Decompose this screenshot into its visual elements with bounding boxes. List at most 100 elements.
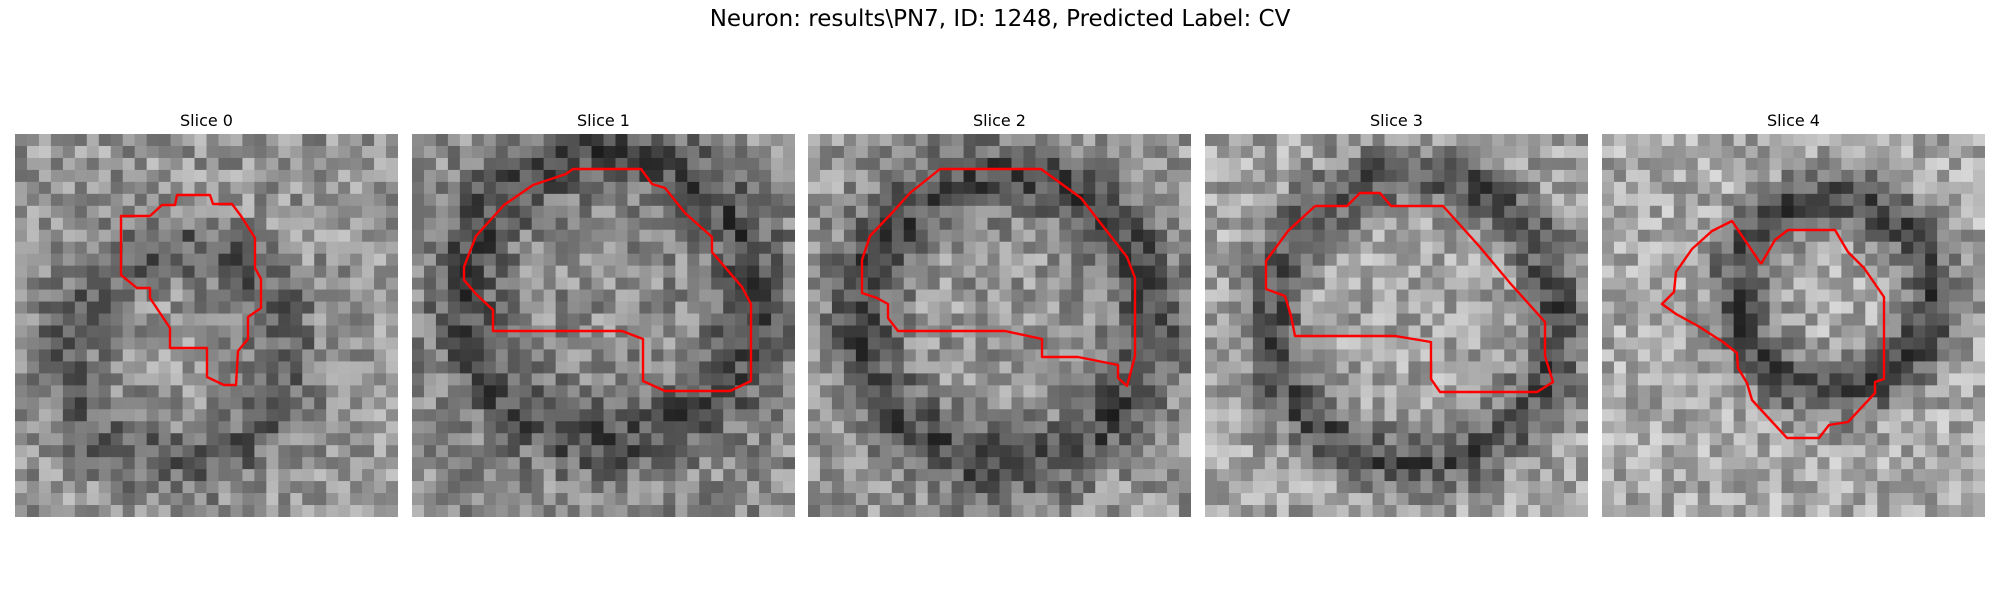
image-pixel: [1360, 217, 1374, 231]
image-pixel: [987, 205, 1001, 219]
image-pixel: [783, 145, 795, 159]
image-pixel: [987, 349, 1001, 363]
image-pixel: [1095, 289, 1108, 303]
image-pixel: [242, 169, 255, 183]
image-pixel: [771, 433, 784, 446]
image-pixel: [314, 289, 327, 303]
image-pixel: [134, 445, 148, 458]
image-pixel: [1444, 313, 1457, 327]
image-pixel: [915, 241, 929, 255]
image-pixel: [735, 145, 748, 159]
image-pixel: [1853, 253, 1866, 267]
image-pixel: [1071, 253, 1084, 267]
image-pixel: [567, 469, 581, 482]
image-pixel: [1095, 301, 1108, 315]
image-pixel: [326, 457, 339, 470]
image-pixel: [230, 409, 244, 422]
image-pixel: [302, 145, 315, 159]
image-pixel: [350, 134, 363, 147]
image-pixel: [1961, 181, 1974, 195]
image-pixel: [1877, 157, 1890, 171]
image-pixel: [879, 385, 893, 398]
image-pixel: [675, 205, 688, 219]
image-pixel: [218, 397, 232, 410]
image-pixel: [1781, 134, 1795, 147]
image-pixel: [1336, 433, 1350, 446]
image-pixel: [543, 493, 557, 506]
image-pixel: [1697, 289, 1711, 303]
image-pixel: [555, 157, 569, 171]
image-pixel: [1793, 229, 1807, 243]
image-pixel: [62, 181, 76, 195]
image-pixel: [350, 313, 363, 327]
image-pixel: [939, 289, 953, 303]
image-pixel: [1143, 409, 1156, 422]
image-pixel: [1925, 193, 1938, 207]
image-pixel: [1973, 421, 1985, 434]
image-pixel: [951, 409, 965, 422]
image-pixel: [278, 193, 291, 207]
image-pixel: [1300, 349, 1314, 363]
image-pixel: [1216, 397, 1230, 410]
image-pixel: [808, 134, 821, 147]
image-pixel: [1059, 457, 1072, 470]
image-pixel: [1143, 373, 1156, 386]
image-pixel: [1456, 205, 1469, 219]
image-pixel: [1035, 325, 1048, 339]
image-pixel: [879, 265, 893, 279]
image-pixel: [1697, 134, 1711, 147]
image-pixel: [1360, 421, 1374, 434]
image-pixel: [1300, 421, 1314, 434]
image-pixel: [687, 481, 700, 494]
image-pixel: [1769, 397, 1783, 410]
image-pixel: [1637, 397, 1651, 410]
image-pixel: [1444, 229, 1457, 243]
image-pixel: [951, 361, 965, 374]
image-pixel: [1444, 253, 1457, 267]
image-pixel: [1456, 481, 1469, 494]
image-pixel: [639, 253, 652, 267]
image-pixel: [855, 145, 869, 159]
image-pixel: [1047, 481, 1060, 494]
image-pixel: [1528, 241, 1541, 255]
image-pixel: [1769, 277, 1783, 291]
image-pixel: [1733, 181, 1747, 195]
image-pixel: [1059, 493, 1072, 506]
image-pixel: [38, 421, 52, 434]
image-pixel: [975, 229, 989, 243]
image-pixel: [1312, 421, 1326, 434]
image-pixel: [1071, 361, 1084, 374]
image-pixel: [1841, 265, 1854, 279]
image-pixel: [1252, 337, 1266, 351]
image-pixel: [555, 493, 569, 506]
image-pixel: [350, 277, 363, 291]
image-pixel: [1685, 217, 1699, 231]
image-pixel: [1047, 313, 1060, 327]
image-pixel: [1167, 169, 1180, 183]
image-pixel: [1516, 481, 1529, 494]
image-pixel: [1155, 253, 1168, 267]
image-pixel: [1408, 181, 1422, 195]
slice-title: Slice 4: [1767, 111, 1820, 130]
image-pixel: [1205, 361, 1218, 374]
image-pixel: [1047, 337, 1060, 351]
image-pixel: [519, 361, 533, 374]
image-pixel: [50, 217, 64, 231]
image-pixel: [1877, 277, 1890, 291]
image-pixel: [1793, 301, 1807, 315]
image-pixel: [1432, 217, 1445, 231]
image-pixel: [435, 373, 449, 386]
image-pixel: [519, 253, 533, 267]
image-pixel: [711, 241, 724, 255]
image-pixel: [819, 349, 833, 363]
image-pixel: [15, 325, 28, 339]
image-pixel: [1769, 145, 1783, 159]
image-pixel: [927, 241, 941, 255]
image-pixel: [891, 349, 905, 363]
image-pixel: [831, 289, 845, 303]
image-pixel: [1167, 445, 1180, 458]
image-pixel: [483, 409, 497, 422]
image-pixel: [1925, 205, 1938, 219]
image-pixel: [374, 457, 387, 470]
image-pixel: [1492, 313, 1505, 327]
